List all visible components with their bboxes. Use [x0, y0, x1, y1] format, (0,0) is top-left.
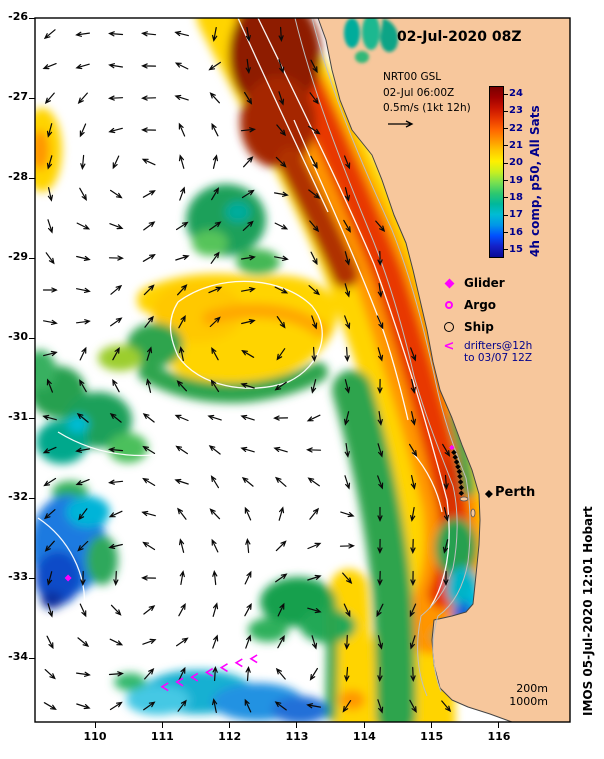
- drifter-marker: [175, 677, 184, 687]
- legend-row-glider: Glider: [441, 272, 532, 294]
- drifter-marker: [219, 663, 228, 673]
- glider-track-marker: [458, 490, 464, 496]
- legend-row-drifters: < drifters@12h to 03/07 12Z: [441, 339, 533, 364]
- argo-marker-icon: [445, 301, 453, 309]
- drifter-marker: [190, 672, 199, 682]
- glider-marker: [64, 574, 72, 582]
- legend-label-ship: Ship: [464, 320, 494, 334]
- legend: Glider Argo Ship < drifters@12h to 03/07…: [441, 272, 533, 364]
- model-info-box: NRT00 GSL 02-Jul 06:00Z 0.5m/s (1kt 12h): [383, 70, 471, 117]
- glider-track-marker: [457, 479, 464, 485]
- depth-contour-labels: 200m 1000m: [488, 682, 548, 708]
- glider-track-marker: [453, 459, 460, 465]
- land: [317, 18, 570, 722]
- observation-markers: [64, 444, 493, 692]
- imos-credit: IMOS 05-Jul-2020 12:01 Hobart: [581, 506, 595, 716]
- drifter-marker: [249, 654, 258, 664]
- colorbar-title: 4h comp, p50, All Sats: [528, 105, 542, 257]
- sst-contours: [37, 18, 450, 613]
- glider-track-marker: [451, 449, 457, 456]
- islands: [459, 496, 476, 518]
- drifter-marker-icon: <: [443, 339, 455, 354]
- legend-row-argo: Argo: [441, 294, 532, 316]
- glider-track-marker: [456, 468, 462, 475]
- depth-label-200m: 200m: [516, 682, 548, 695]
- model-name: NRT00 GSL: [383, 71, 442, 83]
- glider-marker-icon: [444, 278, 454, 288]
- vector-scale-label: 0.5m/s (1kt 12h): [383, 102, 471, 114]
- reference-arrow: [388, 120, 414, 128]
- glider-track-marker: [457, 473, 463, 480]
- depth-label-1000m: 1000m: [509, 695, 548, 708]
- plot-border: [34, 17, 571, 723]
- glider-track-marker: [458, 484, 464, 491]
- glider-track-marker: [449, 444, 455, 451]
- shark-bay-water: [344, 18, 399, 63]
- sst-field: [35, 18, 498, 722]
- colorbar: [489, 86, 504, 258]
- colorbar-gradient: [490, 87, 503, 257]
- legend-label-argo: Argo: [464, 298, 497, 312]
- drifter-marker: [234, 658, 243, 668]
- date-label: 02-Jul-2020 08Z: [397, 29, 522, 45]
- glider-track-marker: [455, 464, 461, 470]
- legend-label-drifters-2: to 03/07 12Z: [464, 351, 533, 364]
- city-label-perth: Perth: [495, 485, 536, 500]
- legend-label-glider: Glider: [464, 276, 505, 290]
- model-time: 02-Jul 06:00Z: [383, 86, 455, 99]
- legend-label-drifters-1: drifters@12h: [464, 340, 533, 352]
- bathymetry-contours: [294, 18, 471, 697]
- legend-row-ship: Ship: [441, 316, 532, 338]
- arrow-field: [42, 26, 452, 714]
- glider-track-marker: [452, 454, 458, 460]
- drifter-marker: [160, 682, 169, 692]
- perth-marker: [484, 490, 493, 498]
- drifter-marker: [204, 667, 214, 677]
- ship-marker-icon: [444, 322, 454, 332]
